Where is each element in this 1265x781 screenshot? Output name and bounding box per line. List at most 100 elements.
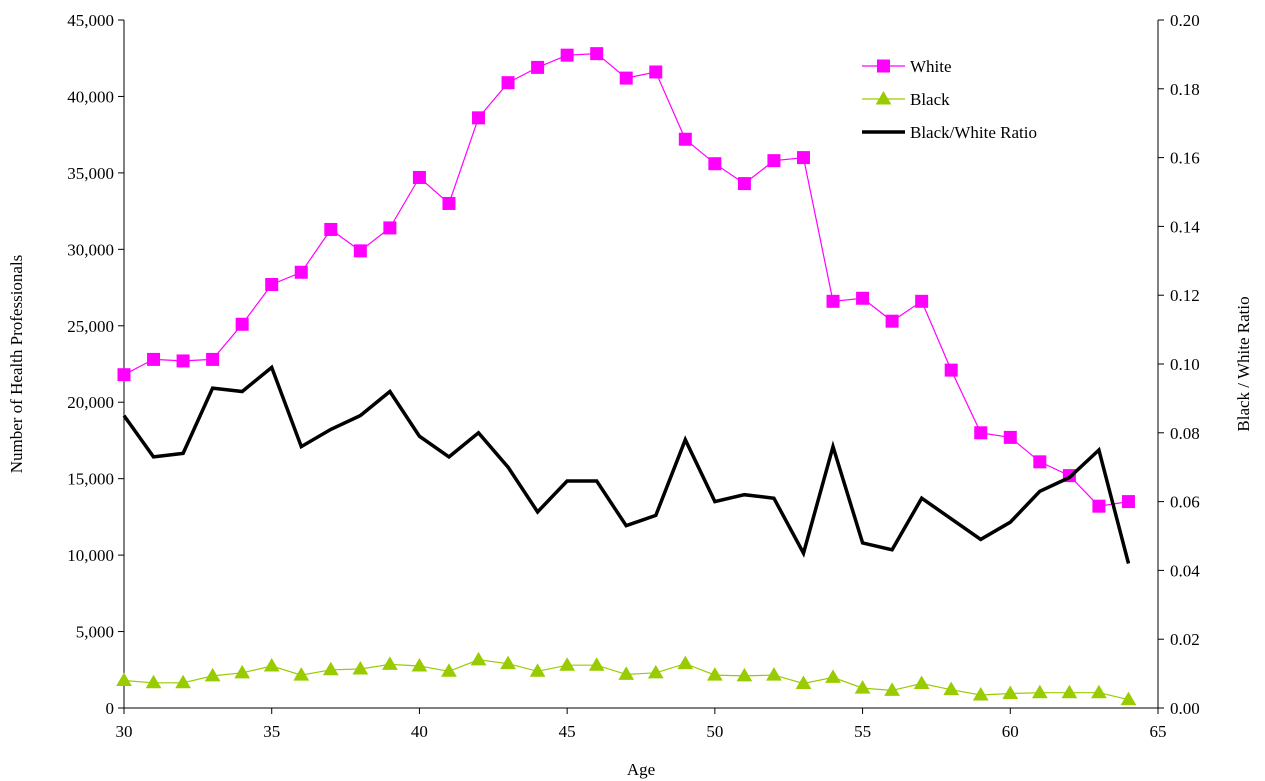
y-axis-right-label: Black / White Ratio xyxy=(1234,296,1253,431)
data-point-black xyxy=(204,667,221,682)
data-point-black xyxy=(795,675,812,690)
data-point-white xyxy=(206,352,220,366)
y-left-tick-label: 5,000 xyxy=(76,623,114,642)
data-point-black xyxy=(352,661,369,675)
y-left-tick-label: 40,000 xyxy=(67,87,114,106)
data-point-black xyxy=(322,661,339,676)
y-left-tick-label: 45,000 xyxy=(67,11,114,30)
data-point-white xyxy=(117,368,131,382)
data-point-white xyxy=(1121,495,1135,509)
y-right-tick-label: 0.00 xyxy=(1170,699,1200,718)
data-point-black xyxy=(382,656,398,670)
y-right-tick-label: 0.08 xyxy=(1170,424,1200,443)
data-point-white xyxy=(324,222,338,236)
y-axis-left-label: Number of Health Professionals xyxy=(7,255,26,474)
data-point-black xyxy=(234,664,251,679)
data-point-white xyxy=(826,294,840,308)
data-point-black xyxy=(559,657,576,671)
x-tick-label: 45 xyxy=(559,722,576,741)
y-right-tick-label: 0.16 xyxy=(1170,149,1200,168)
data-point-black xyxy=(1120,691,1137,706)
data-point-black xyxy=(736,667,753,682)
y-left-tick-label: 15,000 xyxy=(67,470,114,489)
data-point-white xyxy=(294,265,308,279)
data-point-black xyxy=(1091,684,1107,699)
y-right-tick-label: 0.20 xyxy=(1170,11,1200,30)
legend-label: White xyxy=(910,57,952,76)
y-left-tick-label: 20,000 xyxy=(67,393,114,412)
data-point-black xyxy=(972,687,989,701)
data-point-white xyxy=(708,157,722,171)
x-tick-label: 30 xyxy=(116,722,133,741)
data-point-black xyxy=(854,680,871,694)
data-point-white xyxy=(176,354,190,368)
data-point-black xyxy=(825,669,841,683)
data-point-white xyxy=(383,221,397,235)
data-point-white xyxy=(1003,430,1017,444)
x-axis-label: Age xyxy=(627,760,655,779)
data-point-white xyxy=(1092,499,1106,513)
plot-area xyxy=(116,47,1137,706)
data-point-white xyxy=(856,291,870,305)
data-point-black xyxy=(677,655,694,670)
x-tick-label: 50 xyxy=(706,722,723,741)
y-right-tick-label: 0.10 xyxy=(1170,355,1200,374)
legend-item-black: Black xyxy=(862,90,950,109)
data-point-black xyxy=(706,667,723,681)
y-right-tick-label: 0.18 xyxy=(1170,80,1200,99)
x-tick-label: 55 xyxy=(854,722,871,741)
data-point-white xyxy=(147,352,161,366)
data-point-black xyxy=(913,675,930,690)
y-right-tick-label: 0.04 xyxy=(1170,561,1200,580)
data-point-white xyxy=(619,71,633,85)
data-point-white xyxy=(353,244,367,258)
y-left-tick-label: 30,000 xyxy=(67,240,114,259)
data-point-white xyxy=(442,196,456,210)
y-left-tick-label: 25,000 xyxy=(67,317,114,336)
data-point-black xyxy=(943,681,960,696)
data-point-black xyxy=(1002,685,1019,699)
data-point-black xyxy=(411,657,428,672)
y-left-tick-label: 0 xyxy=(106,699,115,718)
data-point-white xyxy=(1033,455,1047,469)
data-point-white xyxy=(472,111,486,125)
y-right-tick-label: 0.12 xyxy=(1170,286,1200,305)
legend-item-black-white-ratio: Black/White Ratio xyxy=(862,123,1037,142)
data-point-white xyxy=(944,363,958,377)
data-point-white xyxy=(412,170,426,184)
legend: White Black Black/White Ratio xyxy=(862,57,1037,142)
series-black-white-ratio xyxy=(122,364,1131,564)
x-tick-label: 35 xyxy=(263,722,280,741)
data-point-white xyxy=(590,47,604,61)
data-point-white xyxy=(501,76,515,90)
legend-swatch-marker xyxy=(875,91,892,105)
series-white xyxy=(117,47,1135,513)
data-point-white xyxy=(678,132,692,146)
data-point-black xyxy=(647,664,664,679)
data-point-black xyxy=(116,672,132,686)
x-tick-label: 60 xyxy=(1002,722,1019,741)
data-point-black xyxy=(293,667,310,681)
data-point-white xyxy=(915,294,929,308)
data-point-white xyxy=(796,151,810,165)
data-point-white xyxy=(767,154,781,168)
data-point-black xyxy=(884,682,900,696)
legend-item-white: White xyxy=(862,57,952,76)
data-point-black xyxy=(1061,684,1078,699)
x-tick-label: 40 xyxy=(411,722,428,741)
data-point-black xyxy=(766,667,782,681)
data-point-black xyxy=(441,663,457,677)
series-line-black-white-ratio xyxy=(122,364,1131,564)
data-point-white xyxy=(649,65,663,79)
data-point-black xyxy=(1031,684,1048,699)
data-point-black xyxy=(263,657,280,672)
axes: 0 5,000 10,000 15,000 20,000 25,000 30,000 35,0… xyxy=(67,11,1200,741)
data-point-black xyxy=(588,657,605,671)
data-point-black xyxy=(145,674,162,689)
data-point-black xyxy=(618,666,635,680)
y-right-tick-label: 0.14 xyxy=(1170,217,1200,236)
legend-label: Black xyxy=(910,90,950,109)
data-point-white xyxy=(560,48,574,62)
series-black xyxy=(116,651,1137,706)
data-point-white xyxy=(531,60,545,74)
